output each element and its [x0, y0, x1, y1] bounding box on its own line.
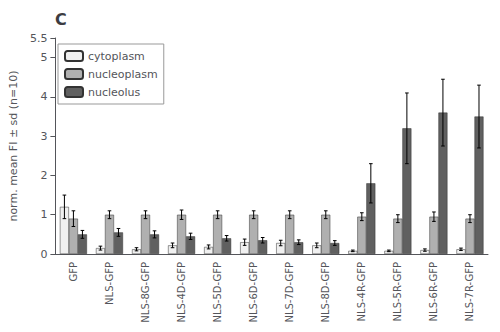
- svg-text:NLS-6D-GFP: NLS-6D-GFP: [248, 262, 259, 323]
- svg-text:NLS-GFP: NLS-GFP: [104, 262, 115, 305]
- svg-text:3: 3: [40, 130, 47, 143]
- svg-text:5.5: 5.5: [30, 32, 48, 45]
- svg-text:NLS-7D-GFP: NLS-7D-GFP: [284, 262, 295, 323]
- svg-text:NLS-8D-GFP: NLS-8D-GFP: [320, 262, 331, 323]
- svg-text:GFP: GFP: [68, 262, 79, 282]
- svg-text:NLS-6R-GFP: NLS-6R-GFP: [428, 262, 439, 321]
- svg-text:NLS-7R-GFP: NLS-7R-GFP: [464, 262, 475, 321]
- svg-text:0: 0: [40, 248, 47, 261]
- svg-text:4: 4: [40, 90, 47, 103]
- svg-text:nucleoplasm: nucleoplasm: [88, 68, 158, 81]
- svg-text:NLS-5D-GFP: NLS-5D-GFP: [212, 262, 223, 323]
- svg-text:1: 1: [40, 208, 47, 221]
- svg-text:nucleolus: nucleolus: [88, 86, 141, 99]
- svg-text:C: C: [55, 10, 67, 29]
- svg-text:NLS-4D-GFP: NLS-4D-GFP: [176, 262, 187, 323]
- svg-text:norm. mean FI ± sd (n=10): norm. mean FI ± sd (n=10): [7, 70, 20, 221]
- svg-text:2: 2: [40, 169, 47, 182]
- svg-text:NLS-4R-GFP: NLS-4R-GFP: [356, 262, 367, 321]
- svg-text:cytoplasm: cytoplasm: [88, 50, 145, 63]
- svg-text:NLS-8G-GFP: NLS-8G-GFP: [140, 262, 151, 323]
- svg-text:NLS-5R-GFP: NLS-5R-GFP: [392, 262, 403, 321]
- svg-text:5: 5: [40, 51, 47, 64]
